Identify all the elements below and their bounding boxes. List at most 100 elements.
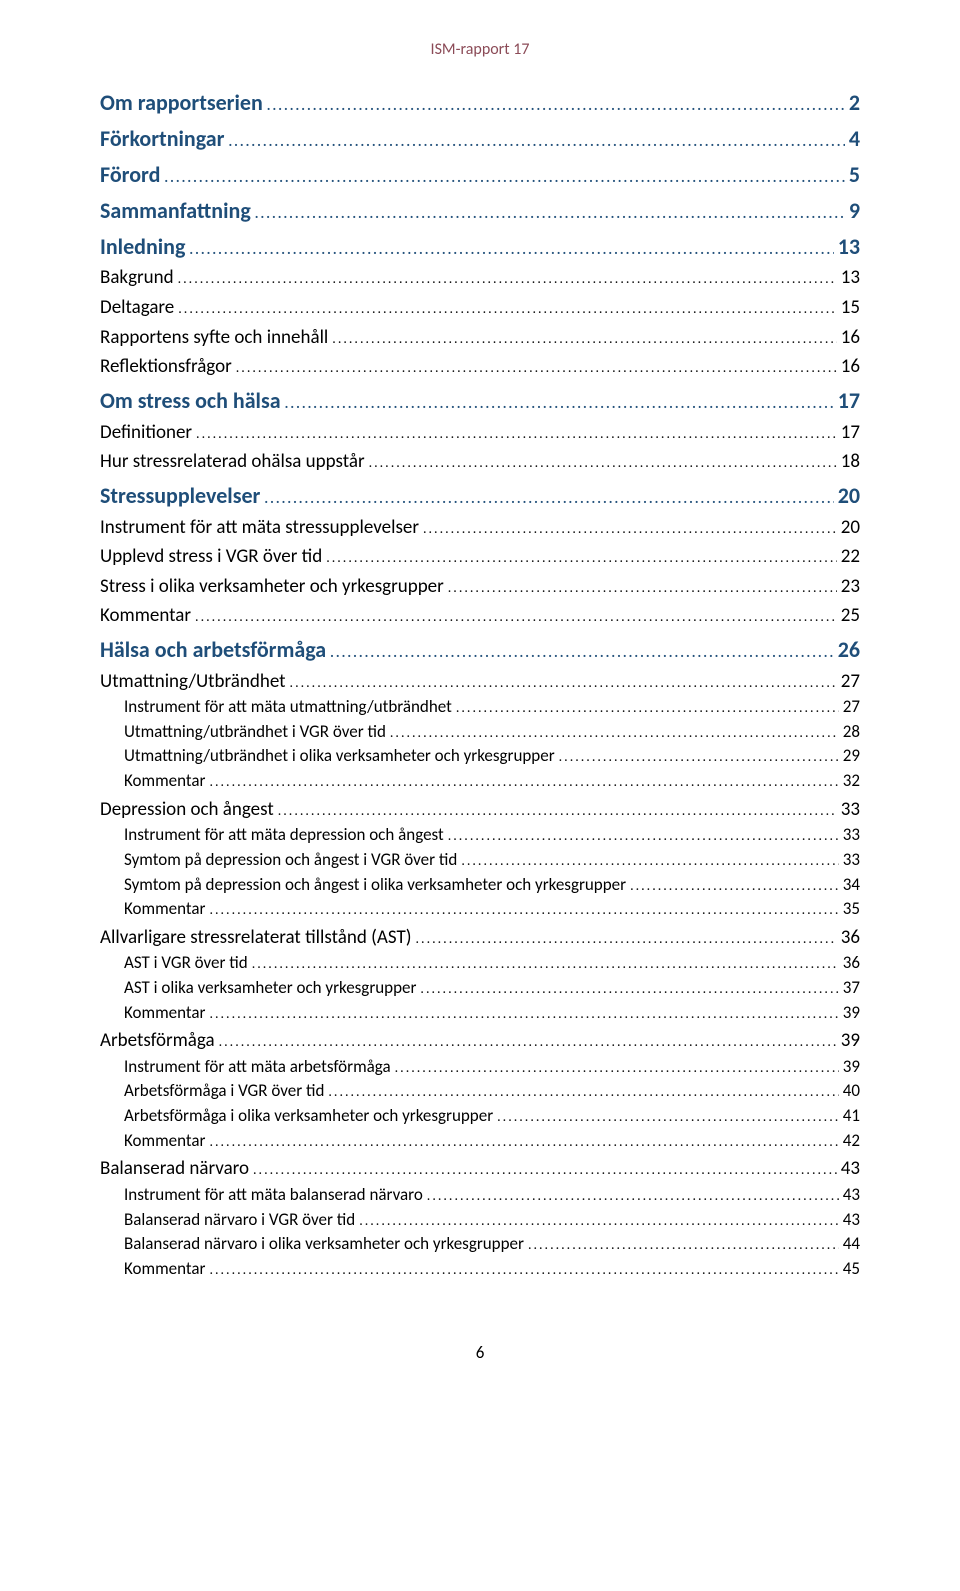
toc-page-number: 27 (843, 695, 860, 720)
toc-label: Arbetsförmåga i olika verksamheter och y… (124, 1104, 493, 1129)
toc-leader-dots (630, 873, 839, 898)
toc-page-number: 20 (838, 480, 860, 512)
toc-entry[interactable]: Sammanfattning9 (100, 195, 860, 227)
toc-label: Utmattning/Utbrändhet (100, 668, 286, 696)
toc-entry[interactable]: AST i olika verksamheter och yrkesgruppe… (100, 976, 860, 1001)
toc-entry[interactable]: Definitioner 17 (100, 419, 860, 447)
toc-page-number: 36 (841, 924, 860, 952)
table-of-contents: Om rapportserien2 Förkortningar4 Förord5 Sa… (100, 87, 860, 1282)
page-header: ISM-rapport 17 (100, 40, 860, 59)
toc-entry[interactable]: Hälsa och arbetsförmåga26 (100, 634, 860, 666)
toc-entry[interactable]: Symtom på depression och ångest i VGR öv… (100, 848, 860, 873)
toc-leader-dots (461, 848, 838, 873)
toc-leader-dots (278, 796, 837, 824)
toc-label: Kommentar (124, 769, 205, 794)
toc-leader-dots (528, 1232, 839, 1257)
toc-label: Kommentar (124, 897, 205, 922)
toc-label: Om stress och hälsa (100, 385, 281, 417)
toc-entry[interactable]: Symtom på depression och ångest i olika … (100, 873, 860, 898)
toc-entry[interactable]: Om rapportserien2 (100, 87, 860, 119)
toc-label: Om rapportserien (100, 87, 263, 119)
toc-label: Instrument för att mäta utmattning/utbrä… (124, 695, 452, 720)
toc-page-number: 13 (838, 231, 860, 263)
toc-entry[interactable]: Inledning13 (100, 231, 860, 263)
toc-entry[interactable]: Bakgrund13 (100, 264, 860, 292)
toc-leader-dots (178, 264, 837, 292)
toc-entry[interactable]: Arbetsförmåga i VGR över tid40 (100, 1079, 860, 1104)
toc-page-number: 27 (841, 668, 860, 696)
toc-page-number: 35 (843, 897, 860, 922)
toc-label: Arbetsförmåga (100, 1027, 215, 1055)
toc-leader-dots (253, 1155, 837, 1183)
toc-entry[interactable]: Balanserad närvaro i olika verksamheter … (100, 1232, 860, 1257)
toc-entry[interactable]: Arbetsförmåga39 (100, 1027, 860, 1055)
toc-entry[interactable]: Förkortningar4 (100, 123, 860, 155)
toc-leader-dots (267, 87, 845, 119)
toc-page-number: 5 (849, 159, 860, 191)
toc-entry[interactable]: Stressupplevelser 20 (100, 480, 860, 512)
toc-label: Upplevd stress i VGR över tid (100, 543, 322, 571)
toc-entry[interactable]: Kommentar25 (100, 602, 860, 630)
toc-label: Stress i olika verksamheter och yrkesgru… (100, 573, 444, 601)
toc-entry[interactable]: Instrument för att mäta depression och å… (100, 823, 860, 848)
toc-entry[interactable]: Upplevd stress i VGR över tid22 (100, 543, 860, 571)
toc-entry[interactable]: Allvarligare stressrelaterat tillstånd (… (100, 924, 860, 952)
toc-label: Utmattning/utbrändhet i olika verksamhet… (124, 744, 555, 769)
toc-entry[interactable]: Utmattning/Utbrändhet 27 (100, 668, 860, 696)
toc-label: Kommentar (124, 1257, 205, 1282)
toc-entry[interactable]: Instrument för att mäta arbetsförmåga39 (100, 1055, 860, 1080)
toc-entry[interactable]: AST i VGR över tid36 (100, 951, 860, 976)
toc-leader-dots (196, 419, 837, 447)
toc-leader-dots (255, 195, 845, 227)
toc-leader-dots (448, 573, 837, 601)
toc-page-number: 41 (843, 1104, 860, 1129)
toc-entry[interactable]: Utmattning/utbrändhet i olika verksamhet… (100, 744, 860, 769)
toc-page-number: 16 (841, 353, 860, 381)
toc-entry[interactable]: Instrument för att mäta balanserad närva… (100, 1183, 860, 1208)
toc-leader-dots (395, 1055, 839, 1080)
toc-label: Hur stressrelaterad ohälsa uppstår (100, 448, 365, 476)
toc-entry[interactable]: Om stress och hälsa17 (100, 385, 860, 417)
toc-label: Kommentar (124, 1001, 205, 1026)
toc-leader-dots (423, 514, 837, 542)
toc-label: Instrument för att mäta arbetsförmåga (124, 1055, 391, 1080)
toc-entry[interactable]: Reflektionsfrågor16 (100, 353, 860, 381)
toc-entry[interactable]: Arbetsförmåga i olika verksamheter och y… (100, 1104, 860, 1129)
toc-entry[interactable]: Utmattning/utbrändhet i VGR över tid28 (100, 720, 860, 745)
toc-label: AST i VGR över tid (124, 951, 248, 976)
toc-entry[interactable]: Kommentar 35 (100, 897, 860, 922)
toc-leader-dots (390, 720, 839, 745)
toc-entry[interactable]: Kommentar42 (100, 1129, 860, 1154)
toc-leader-dots (290, 668, 837, 696)
toc-entry[interactable]: Kommentar45 (100, 1257, 860, 1282)
toc-page-number: 34 (843, 873, 860, 898)
page-number: 6 (476, 1342, 485, 1363)
toc-leader-dots (209, 769, 838, 794)
toc-entry[interactable]: Kommentar32 (100, 769, 860, 794)
toc-entry[interactable]: Balanserad närvaro43 (100, 1155, 860, 1183)
toc-entry[interactable]: Kommentar 39 (100, 1001, 860, 1026)
toc-entry[interactable]: Förord5 (100, 159, 860, 191)
toc-page-number: 37 (843, 976, 860, 1001)
toc-page-number: 39 (843, 1001, 860, 1026)
toc-entry[interactable]: Instrument för att mäta stressupplevelse… (100, 514, 860, 542)
toc-entry[interactable]: Hur stressrelaterad ohälsa uppstår18 (100, 448, 860, 476)
toc-entry[interactable]: Balanserad närvaro i VGR över tid43 (100, 1208, 860, 1233)
toc-entry[interactable]: Instrument för att mäta utmattning/utbrä… (100, 695, 860, 720)
toc-leader-dots (219, 1027, 837, 1055)
toc-page-number: 16 (841, 324, 860, 352)
toc-entry[interactable]: Rapportens syfte och innehåll16 (100, 324, 860, 352)
toc-label: Stressupplevelser (100, 480, 260, 512)
toc-leader-dots (252, 951, 839, 976)
toc-label: Symtom på depression och ångest i olika … (124, 873, 626, 898)
toc-page-number: 17 (841, 419, 860, 447)
toc-entry[interactable]: Deltagare15 (100, 294, 860, 322)
toc-label: Definitioner (100, 419, 192, 447)
toc-label: Allvarligare stressrelaterat tillstånd (… (100, 924, 412, 952)
toc-leader-dots (420, 976, 838, 1001)
toc-entry[interactable]: Stress i olika verksamheter och yrkesgru… (100, 573, 860, 601)
toc-leader-dots (456, 695, 839, 720)
toc-entry[interactable]: Depression och ångest33 (100, 796, 860, 824)
toc-leader-dots (359, 1208, 839, 1233)
toc-label: Bakgrund (100, 264, 174, 292)
